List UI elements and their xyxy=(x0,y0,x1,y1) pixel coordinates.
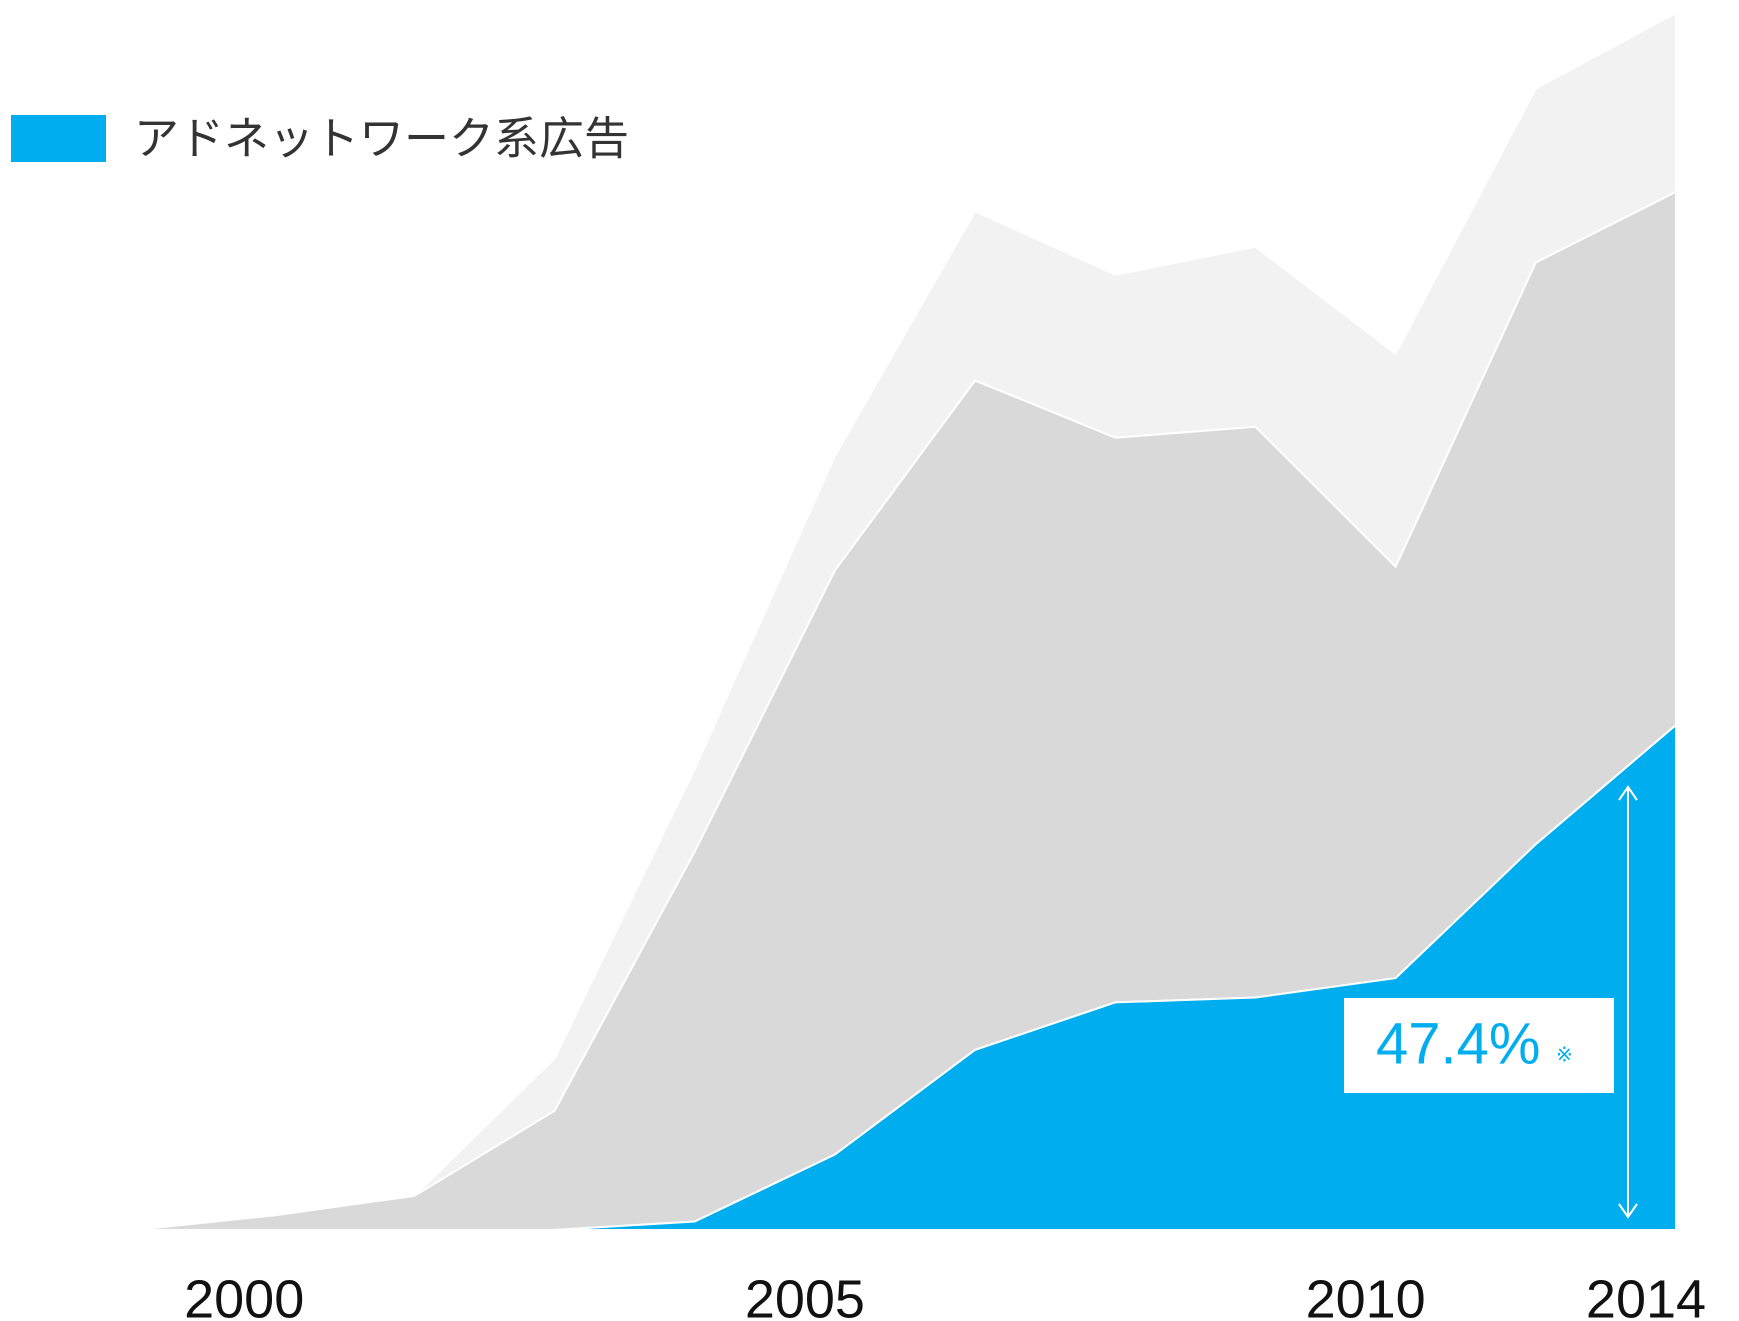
x-tick-label: 2000 xyxy=(184,1269,304,1321)
arrow-head xyxy=(1618,785,1638,1219)
x-tick-label: 2014 xyxy=(1586,1269,1706,1321)
x-tick-label: 2005 xyxy=(745,1269,865,1321)
annotation-text: 47.4% xyxy=(1376,1011,1540,1076)
annotation-box xyxy=(1344,998,1614,1093)
legend-swatch xyxy=(11,115,106,162)
x-tick-label: 2010 xyxy=(1306,1269,1426,1321)
legend-label: アドネットワーク系広告 xyxy=(134,113,629,164)
area xyxy=(134,722,1677,1231)
annotation-note: ※ xyxy=(1556,1044,1573,1066)
